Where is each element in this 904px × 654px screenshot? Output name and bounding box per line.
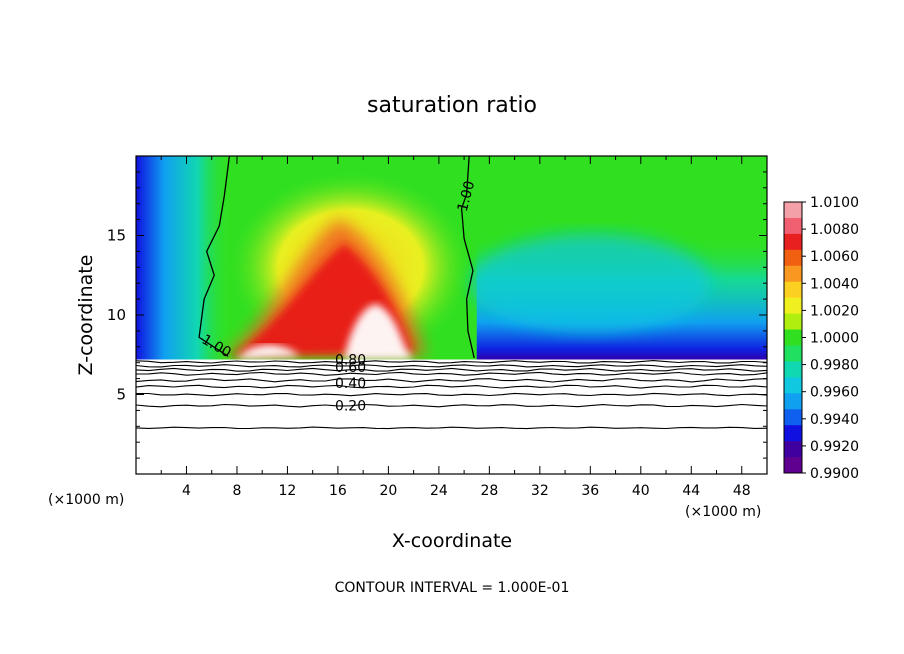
y-axis-label: Z-coordinate xyxy=(75,255,97,376)
contour-line-1-00-right xyxy=(460,156,475,359)
field-white-peak xyxy=(344,304,414,360)
colorbar-label: 1.0100 xyxy=(810,195,859,211)
x-tick-label: 44 xyxy=(682,483,700,499)
colorbar-swatch xyxy=(784,377,802,394)
saturation-field xyxy=(136,156,767,474)
field-dry-layer xyxy=(136,359,767,474)
x-unit-right: (×1000 m) xyxy=(685,504,761,520)
colorbar-label: 1.0040 xyxy=(810,276,859,292)
colorbar-swatch xyxy=(784,202,802,219)
contour-label: 0.40 xyxy=(335,376,366,392)
contour-label: 0.80 xyxy=(335,352,366,368)
colorbar-label: 1.0080 xyxy=(810,222,859,238)
contour-line-8 xyxy=(136,403,767,408)
colorbar-swatch xyxy=(784,233,802,251)
x-tick-label: 12 xyxy=(279,483,297,499)
colorbar-label: 0.9940 xyxy=(810,412,859,428)
x-tick-label: 48 xyxy=(733,483,751,499)
x-axis-ticks: 4 8 12 16 20 24 28 32 36 40 44 48 xyxy=(160,156,751,499)
chart-title: saturation ratio xyxy=(367,93,537,118)
contour-line-7 xyxy=(136,392,767,397)
colorbar-label: 0.9900 xyxy=(810,466,859,482)
x-tick-label: 40 xyxy=(632,483,650,499)
x-tick-label: 8 xyxy=(232,483,241,499)
colorbar-swatch xyxy=(784,329,802,346)
contour-line-1 xyxy=(136,360,767,364)
x-tick-label: 16 xyxy=(329,483,347,499)
field-cyan-patch xyxy=(470,233,711,334)
colorbar: 1.0100 1.0080 1.0060 1.0040 1.0020 1.0000 0.99… xyxy=(783,195,859,482)
contour-line-5 xyxy=(136,378,767,383)
colorbar-swatch xyxy=(784,265,802,283)
colorbar-label: 1.0000 xyxy=(810,331,859,347)
y-tick-label: 15 xyxy=(107,227,126,245)
x-tick-label: 20 xyxy=(379,483,397,499)
colorbar-swatch xyxy=(784,361,802,378)
y-axis-ticks: 5 10 15 xyxy=(107,171,767,459)
contour-line-3 xyxy=(136,367,767,372)
contour-line-6 xyxy=(136,384,767,389)
x-tick-label: 28 xyxy=(480,483,498,499)
colorbar-swatch xyxy=(784,345,802,362)
colorbar-swatch xyxy=(784,457,802,474)
contour-interval-note: CONTOUR INTERVAL = 1.000E-01 xyxy=(335,580,570,596)
x-tick-label: 32 xyxy=(531,483,549,499)
colorbar-label: 0.9980 xyxy=(810,358,859,374)
colorbar-label: 0.9960 xyxy=(810,385,859,401)
y-tick-label: 10 xyxy=(107,306,126,324)
colorbar-swatch xyxy=(784,249,802,267)
colorbar-swatch xyxy=(784,313,802,331)
contour-label: 0.60 xyxy=(335,360,366,376)
colorbar-label: 1.0020 xyxy=(810,303,859,319)
x-tick-label: 24 xyxy=(430,483,448,499)
x-tick-label: 4 xyxy=(182,483,191,499)
contour-line-4 xyxy=(136,371,767,376)
contour-lines xyxy=(136,156,767,430)
colorbar-swatch xyxy=(784,409,802,426)
colorbar-swatch xyxy=(784,425,802,442)
colorbar-label: 1.0060 xyxy=(810,249,859,265)
colorbar-swatch xyxy=(784,441,802,458)
x-axis-label: X-coordinate xyxy=(392,530,512,552)
colorbar-swatch xyxy=(784,217,802,235)
colorbar-swatch xyxy=(784,281,802,299)
y-tick-label: 5 xyxy=(116,386,126,404)
contour-label: 1.00 xyxy=(455,179,479,213)
x-unit-left: (×1000 m) xyxy=(48,492,124,508)
contour-label: 0.20 xyxy=(335,398,366,414)
contour-line-9 xyxy=(136,426,767,430)
contour-line-1-00-left xyxy=(198,156,231,357)
contour-line-2 xyxy=(136,364,767,368)
field-left-moist-band xyxy=(136,156,231,360)
colorbar-swatch xyxy=(784,297,802,315)
x-tick-label: 36 xyxy=(581,483,599,499)
colorbar-swatch xyxy=(784,393,802,410)
field-white-hump xyxy=(236,344,301,360)
colorbar-label: 0.9920 xyxy=(810,439,859,455)
